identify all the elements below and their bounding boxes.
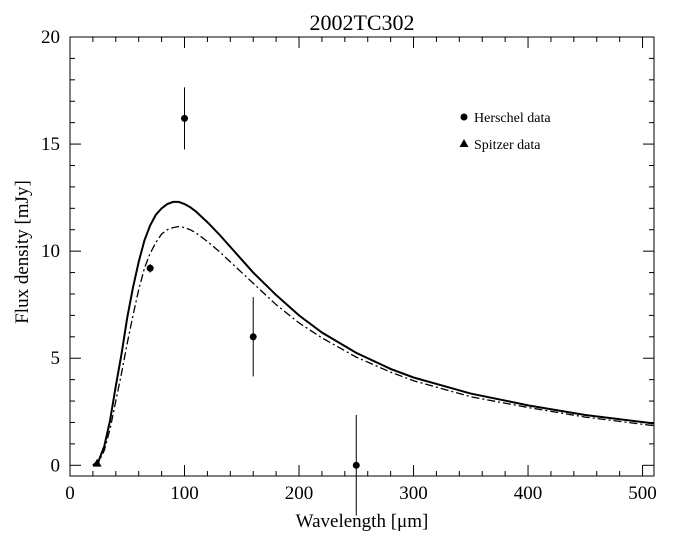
axis-ticks [69, 36, 654, 476]
legend: Herschel data Spitzer data [459, 111, 551, 153]
x-axis-label: Wavelength [μm] [296, 511, 429, 532]
legend-circle-icon [460, 113, 468, 121]
legend-label: Spitzer data [474, 138, 541, 153]
x-tick-label: 100 [170, 483, 199, 504]
herschel-point [181, 114, 189, 122]
y-axis-label: Flux density [mJy] [12, 180, 33, 324]
x-tick-label: 300 [399, 483, 428, 504]
model-curve-dashdot [92, 225, 655, 466]
x-tick-label: 500 [628, 483, 657, 504]
axis-tick-labels: 0 100 200 300 400 500 0 5 10 15 20 [41, 27, 657, 504]
model-curve-solid [92, 200, 655, 467]
plot-frame [69, 36, 655, 477]
herschel-point [249, 333, 257, 341]
x-tick-label: 0 [65, 483, 75, 504]
x-tick-label: 400 [514, 483, 543, 504]
y-tick-label: 10 [41, 241, 60, 262]
herschel-point [352, 461, 360, 469]
data-points [92, 87, 360, 516]
legend-label: Herschel data [474, 111, 551, 126]
chart-title: 2002TC302 [309, 10, 414, 35]
legend-triangle-icon [459, 139, 469, 147]
spitzer-point [92, 458, 102, 467]
model-curves [92, 200, 655, 467]
herschel-point [146, 264, 154, 272]
y-tick-label: 20 [41, 27, 60, 48]
y-tick-label: 0 [51, 455, 61, 476]
x-tick-label: 200 [285, 483, 314, 504]
y-tick-label: 5 [51, 348, 61, 369]
y-tick-label: 15 [41, 134, 60, 155]
